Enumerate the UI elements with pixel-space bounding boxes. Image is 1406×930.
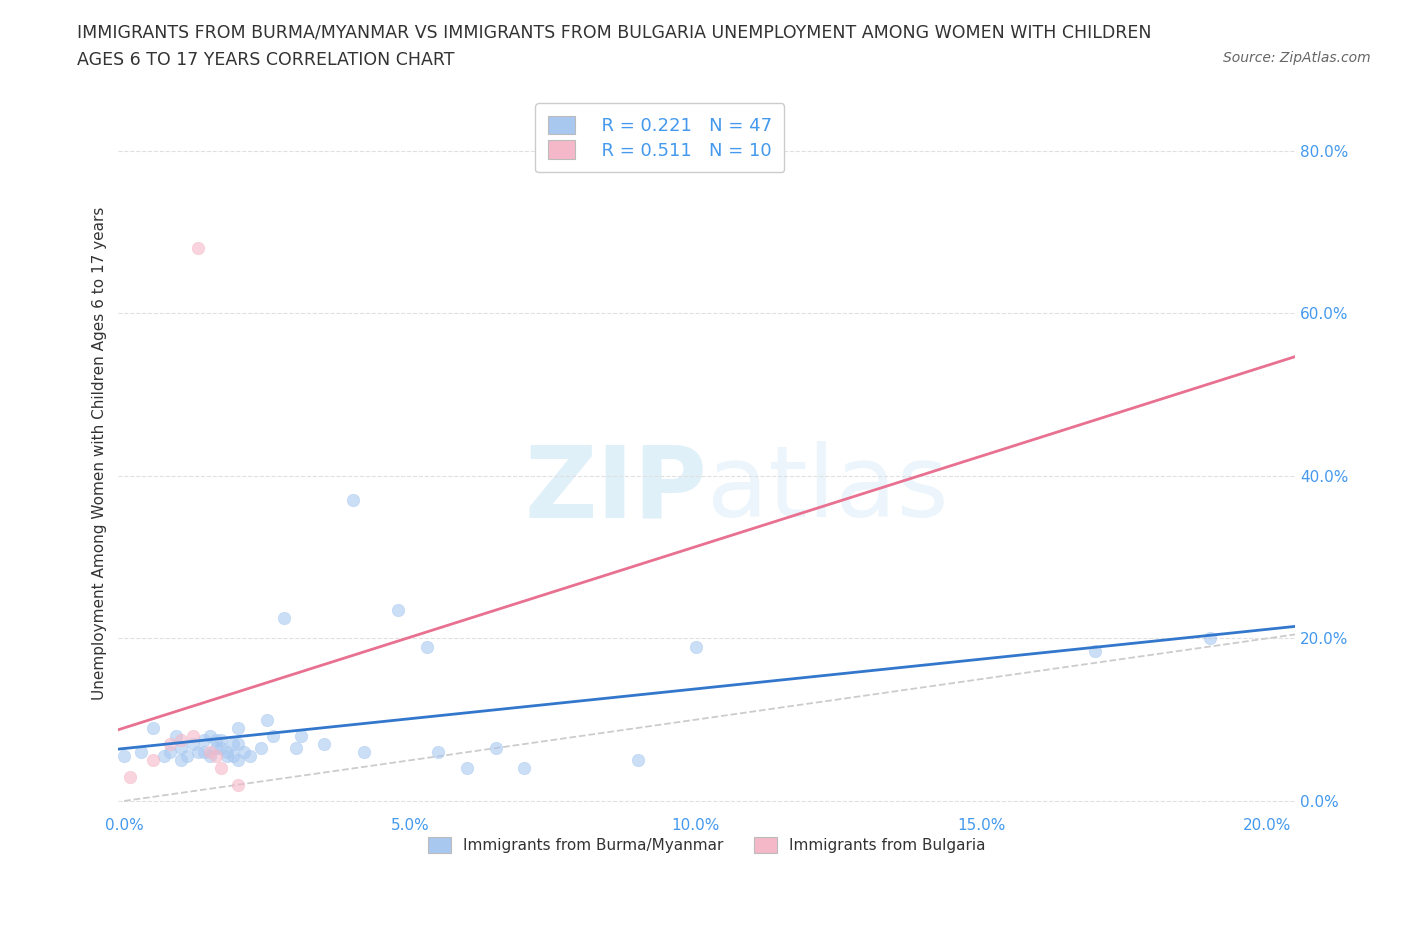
Text: ZIP: ZIP: [524, 441, 707, 538]
Point: [427, 745, 450, 760]
Point: [112, 749, 135, 764]
Point: [193, 745, 215, 760]
Point: [209, 740, 232, 755]
Point: [233, 745, 256, 760]
Point: [228, 753, 250, 768]
Point: [170, 740, 193, 755]
Point: [118, 769, 141, 784]
Point: [153, 749, 176, 764]
Point: [222, 749, 245, 764]
Point: [239, 749, 262, 764]
Point: [685, 639, 707, 654]
Point: [215, 749, 238, 764]
Y-axis label: Unemployment Among Women with Children Ages 6 to 17 years: Unemployment Among Women with Children A…: [93, 206, 107, 700]
Point: [456, 761, 478, 776]
Point: [387, 603, 409, 618]
Point: [314, 737, 336, 751]
Point: [159, 745, 181, 760]
Point: [513, 761, 536, 776]
Point: [159, 737, 181, 751]
Text: atlas: atlas: [707, 441, 949, 538]
Point: [181, 737, 204, 751]
Point: [170, 753, 193, 768]
Point: [198, 745, 221, 760]
Legend: Immigrants from Burma/Myanmar, Immigrants from Bulgaria: Immigrants from Burma/Myanmar, Immigrant…: [422, 831, 991, 859]
Point: [215, 745, 238, 760]
Point: [1084, 644, 1107, 658]
Point: [193, 733, 215, 748]
Point: [1198, 631, 1220, 645]
Point: [228, 737, 250, 751]
Point: [129, 745, 152, 760]
Point: [176, 749, 198, 764]
Text: IMMIGRANTS FROM BURMA/MYANMAR VS IMMIGRANTS FROM BULGARIA UNEMPLOYMENT AMONG WOM: IMMIGRANTS FROM BURMA/MYANMAR VS IMMIGRA…: [77, 23, 1152, 41]
Point: [142, 753, 165, 768]
Point: [222, 737, 245, 751]
Point: [209, 761, 232, 776]
Point: [416, 639, 439, 654]
Point: [187, 745, 209, 760]
Point: [165, 728, 187, 743]
Point: [170, 733, 193, 748]
Point: [342, 493, 364, 508]
Text: Source: ZipAtlas.com: Source: ZipAtlas.com: [1223, 51, 1371, 65]
Point: [209, 733, 232, 748]
Point: [198, 728, 221, 743]
Point: [627, 753, 650, 768]
Point: [353, 745, 375, 760]
Point: [273, 611, 295, 626]
Text: AGES 6 TO 17 YEARS CORRELATION CHART: AGES 6 TO 17 YEARS CORRELATION CHART: [77, 51, 454, 69]
Point: [204, 749, 226, 764]
Point: [198, 749, 221, 764]
Point: [250, 740, 273, 755]
Point: [284, 740, 307, 755]
Point: [187, 241, 209, 256]
Point: [256, 712, 278, 727]
Point: [262, 728, 284, 743]
Point: [204, 733, 226, 748]
Point: [290, 728, 312, 743]
Point: [484, 740, 506, 755]
Point: [228, 721, 250, 736]
Point: [181, 728, 204, 743]
Point: [142, 721, 165, 736]
Point: [204, 740, 226, 755]
Point: [228, 777, 250, 792]
